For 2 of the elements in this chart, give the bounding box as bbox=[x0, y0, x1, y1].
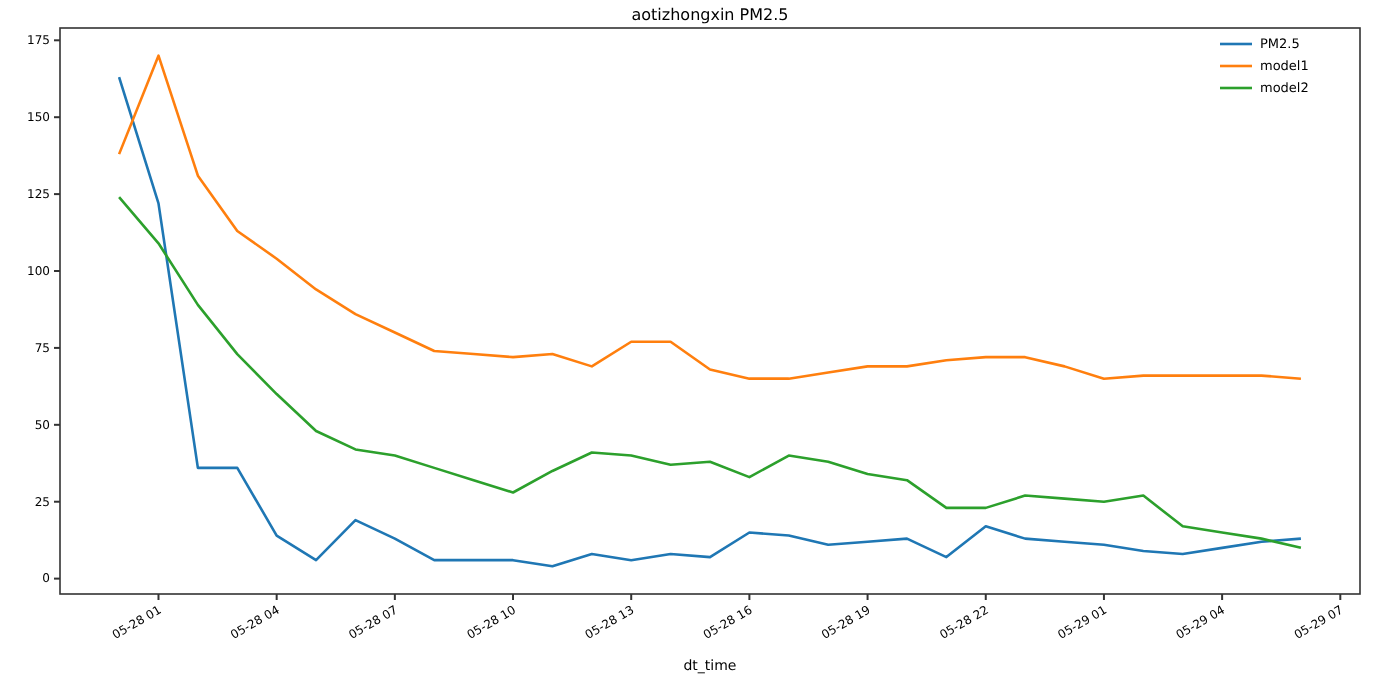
chart-title: aotizhongxin PM2.5 bbox=[631, 6, 789, 24]
line-series bbox=[117, 195, 1303, 550]
